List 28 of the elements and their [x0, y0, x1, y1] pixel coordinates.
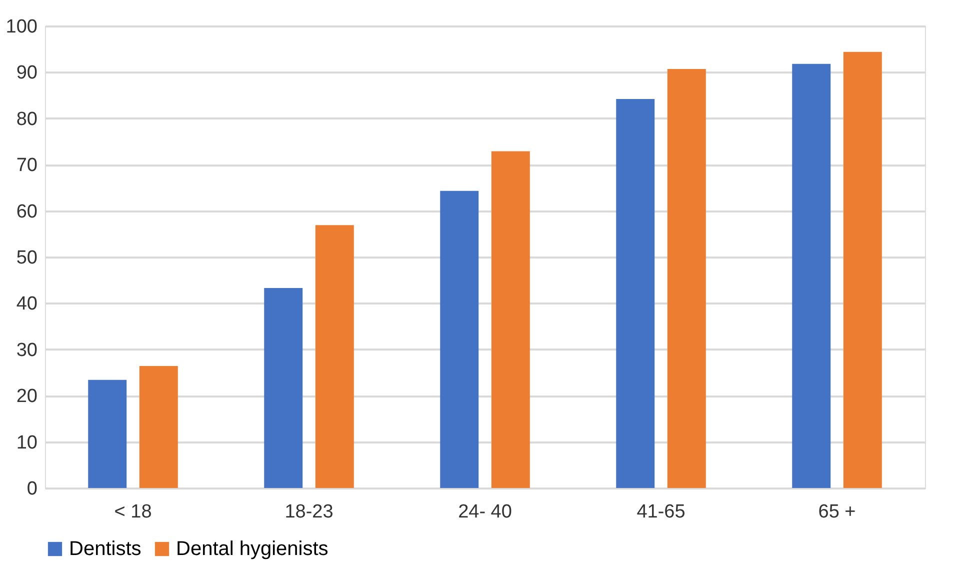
y-tick-label: 60 [16, 201, 38, 222]
x-tick-label: 24- 40 [458, 502, 512, 522]
y-tick-label: 30 [16, 340, 38, 361]
y-tick-label: 10 [16, 432, 38, 454]
y-tick-label: 40 [16, 294, 38, 315]
y-tick-label: 100 [6, 16, 38, 38]
x-tick-label: < 18 [114, 502, 152, 522]
bar [667, 68, 706, 488]
bar [139, 366, 178, 488]
x-tick-label: 65 + [818, 502, 856, 522]
bar [440, 190, 479, 488]
bar [491, 151, 530, 488]
y-tick-label: 0 [26, 478, 38, 500]
bar [792, 64, 831, 488]
bar [315, 225, 354, 488]
legend-label: Dental hygienists [176, 538, 328, 560]
x-tick-label: 41-65 [636, 502, 686, 522]
y-tick-label: 90 [16, 62, 38, 84]
bar [264, 288, 303, 488]
bar [843, 52, 882, 488]
y-tick-label: 50 [16, 248, 38, 268]
bar [88, 380, 127, 488]
y-tick-label: 70 [16, 155, 38, 176]
y-tick-label: 20 [16, 386, 38, 408]
x-tick-label: 18-23 [284, 502, 334, 522]
legend-label: Dentists [69, 538, 142, 560]
bar [616, 98, 655, 488]
y-tick-label: 80 [16, 108, 38, 130]
